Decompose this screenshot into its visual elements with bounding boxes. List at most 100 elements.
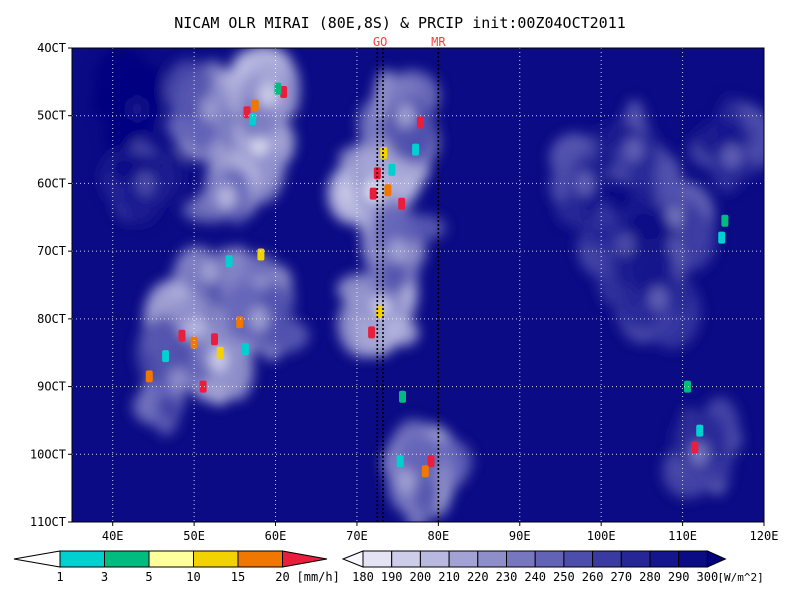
olr-colorbar-swatch — [563, 550, 594, 568]
olr-patch — [103, 118, 141, 155]
precip-cell — [145, 370, 153, 383]
olr-patch — [632, 238, 677, 305]
precip-cell — [684, 380, 691, 393]
olr-patch — [414, 475, 439, 516]
precip-colorbar-swatch — [193, 550, 239, 568]
precip-cell — [178, 329, 186, 342]
precip-colorbar-unit: [mm/h] — [297, 570, 340, 584]
precip-cell — [691, 441, 699, 454]
olr-colorbar-swatch — [477, 550, 507, 568]
olr-colorbar-swatch — [534, 550, 565, 568]
olr-core — [168, 367, 187, 392]
olr-colorbar-label: 250 — [553, 570, 575, 584]
olr-colorbar-swatch — [391, 550, 421, 568]
plot-area — [72, 48, 764, 522]
olr-colorbar-label: 270 — [610, 570, 632, 584]
olr-patch — [381, 257, 408, 292]
olr-colorbar-label: 240 — [524, 570, 546, 584]
olr-core — [396, 469, 415, 494]
olr-colorbar-label: 190 — [381, 570, 403, 584]
precip-colorbar: 1 3 5 10 15 20 [mm/h] — [13, 550, 340, 584]
olr-colorbar-unit: [W/m^2] — [717, 571, 763, 584]
x-tick-label: 60E — [265, 529, 287, 543]
olr-core — [136, 171, 155, 196]
x-tick-label: 100E — [587, 529, 616, 543]
y-tick-label: 5OCT — [37, 109, 66, 123]
olr-patch — [694, 119, 748, 158]
y-tick-label: 6OCT — [37, 176, 66, 190]
olr-patch — [671, 410, 728, 472]
olr-colorbar-label: 220 — [467, 570, 489, 584]
x-tick-label: 120E — [750, 529, 779, 543]
olr-patch — [164, 59, 213, 120]
olr-colorbar-swatch — [649, 550, 680, 568]
olr-core — [128, 96, 147, 121]
precip-cell — [369, 187, 377, 200]
precip-cell — [280, 86, 288, 98]
x-tick-label: 110E — [668, 529, 697, 543]
precip-colorbar-label: 1 — [56, 570, 63, 584]
precip-cell — [236, 316, 244, 329]
olr-core — [722, 144, 741, 169]
olr-colorbar-swatch — [362, 550, 393, 568]
olr-patch — [638, 127, 660, 183]
y-tick-label: 10OCT — [30, 447, 66, 461]
olr-core — [616, 232, 635, 257]
precip-cell — [384, 184, 392, 197]
precip-colorbar-label: 5 — [145, 570, 152, 584]
chart-title: NICAM OLR MIRAI (80E,8S) & PRCIP init:00… — [174, 14, 626, 32]
x-tick-label: 40E — [102, 529, 124, 543]
precip-cell — [257, 248, 265, 261]
precip-cells — [145, 82, 729, 478]
olr-colorbar-label: 210 — [438, 570, 460, 584]
precip-cell — [421, 465, 429, 478]
olr-colorbar: 180 190 200 210 220 230 240 250 260 270 280 290 300[… — [341, 550, 764, 584]
olr-core — [388, 239, 407, 264]
precip-cell — [199, 380, 207, 393]
precip-colorbar-upper-arrow — [282, 550, 328, 568]
precip-cell — [162, 350, 170, 363]
x-tick-label: 80E — [428, 529, 450, 543]
y-tick-label: 7OCT — [37, 244, 66, 258]
precip-cell — [211, 333, 218, 346]
site-marker-label: MR — [431, 35, 446, 49]
olr-patch — [158, 395, 179, 421]
olr-colorbar-swatch — [592, 550, 622, 568]
precip-cell — [399, 390, 406, 403]
precip-colorbar-lower-arrow — [13, 550, 61, 568]
precip-cell — [412, 143, 420, 156]
precip-cell — [216, 346, 224, 359]
olr-core — [250, 306, 269, 331]
plot-frame — [71, 47, 765, 523]
olr-colorbar-swatch — [620, 550, 651, 568]
olr-colorbar-swatch — [506, 550, 536, 568]
precip-cell — [225, 255, 233, 268]
precip-cell — [380, 147, 388, 159]
olr-patch — [222, 168, 252, 225]
olr-core — [624, 137, 643, 162]
site-marker-label: GO — [373, 35, 387, 49]
olr-colorbar-swatch — [678, 550, 708, 568]
olr-colorbar-lower-arrow — [341, 550, 364, 568]
olr-colorbar-upper-arrow — [706, 550, 727, 568]
olr-patch — [258, 281, 294, 347]
y-tick-label: 11OCT — [30, 515, 66, 529]
x-tick-label: 50E — [183, 529, 205, 543]
olr-colorbar-label: 290 — [668, 570, 690, 584]
olr-core — [396, 103, 415, 128]
olr-patch — [147, 148, 185, 199]
olr-colorbar-label: 230 — [496, 570, 518, 584]
y-tick-label: 8OCT — [37, 312, 66, 326]
olr-patch — [277, 74, 300, 119]
olr-patch — [381, 99, 438, 161]
olr-colorbar-label: 200 — [410, 570, 432, 584]
site-markers — [376, 48, 440, 522]
precip-cell — [388, 163, 396, 176]
precip-colorbar-swatch — [104, 550, 150, 568]
olr-core — [201, 259, 220, 284]
precip-cell — [251, 99, 259, 112]
olr-patch — [579, 222, 627, 248]
site-marker-labels: GO MR — [373, 35, 446, 49]
precip-colorbar-label: 20 — [275, 570, 289, 584]
